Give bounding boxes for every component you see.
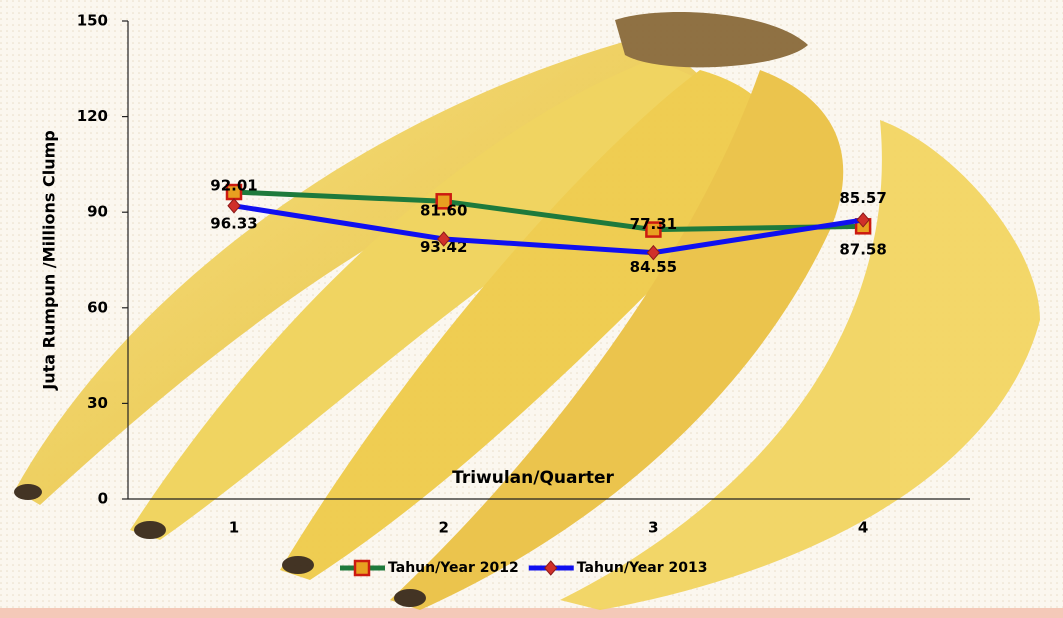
y-tick-label: 0 (98, 490, 108, 508)
data-label: 96.33 (210, 215, 257, 233)
y-tick-label: 120 (77, 107, 108, 125)
bottom-border (0, 608, 1063, 618)
data-label: 85.57 (839, 189, 886, 207)
y-tick-label: 150 (77, 12, 108, 30)
y-axis-title: Juta Rumpun /Millions Clump (40, 130, 59, 390)
data-label: 84.55 (630, 258, 677, 276)
x-tick-label: 3 (648, 519, 658, 537)
x-tick-label: 2 (438, 519, 448, 537)
legend-marker (355, 561, 369, 575)
data-label: 81.60 (420, 201, 467, 219)
x-tick-label: 1 (229, 519, 239, 537)
data-label: 92.01 (210, 176, 257, 194)
data-label: 87.58 (839, 240, 886, 258)
y-tick-label: 90 (87, 203, 108, 221)
data-label: 77.31 (630, 215, 677, 233)
chart: Triwulan/Quarter Juta Rumpun /Millions C… (0, 0, 1063, 618)
x-axis-title: Triwulan/Quarter (452, 468, 614, 488)
y-tick-label: 60 (87, 298, 108, 316)
x-tick-label: 4 (858, 519, 868, 537)
legend-label: Tahun/Year 2013 (577, 560, 708, 576)
legend-label: Tahun/Year 2012 (388, 560, 519, 576)
y-tick-label: 30 (87, 394, 108, 412)
